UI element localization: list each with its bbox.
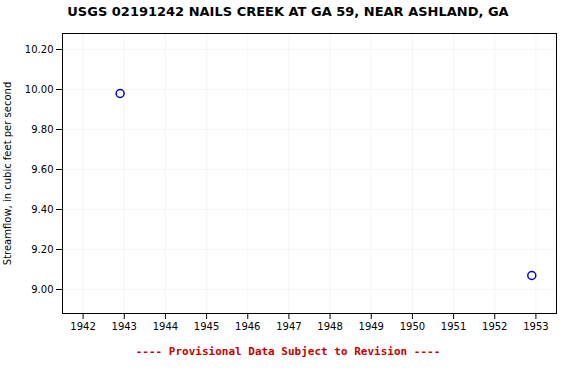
html-text:---- Provisional Data Subject: ---- Provisional Data Subject to Revisio…	[135, 345, 441, 358]
svg-text:1950: 1950	[400, 321, 425, 332]
svg-text:9.00: 9.00	[31, 284, 53, 295]
svg-text:1943: 1943	[112, 321, 137, 332]
svg-text:1946: 1946	[235, 321, 260, 332]
svg-text:9.80: 9.80	[31, 124, 53, 135]
svg-text:9.20: 9.20	[31, 244, 53, 255]
svg-text:1947: 1947	[276, 321, 301, 332]
svg-text:1949: 1949	[359, 321, 384, 332]
svg-text:1952: 1952	[482, 321, 507, 332]
svg-text:9.40: 9.40	[31, 204, 53, 215]
svg-text:10.00: 10.00	[25, 84, 54, 95]
svg-text:1944: 1944	[153, 321, 178, 332]
svg-text:1945: 1945	[194, 321, 219, 332]
svg-text:1942: 1942	[70, 321, 95, 332]
svg-text:10.20: 10.20	[25, 44, 54, 55]
svg-text:Streamflow, in cubic feet per: Streamflow, in cubic feet per second	[2, 82, 13, 265]
svg-text:1948: 1948	[317, 321, 342, 332]
svg-text:1953: 1953	[523, 321, 548, 332]
svg-text:9.60: 9.60	[31, 164, 53, 175]
svg-text:1951: 1951	[441, 321, 466, 332]
html-text:USGS 02191242 NAILS CREEK AT G: USGS 02191242 NAILS CREEK AT GA 59, NEAR…	[67, 4, 509, 19]
